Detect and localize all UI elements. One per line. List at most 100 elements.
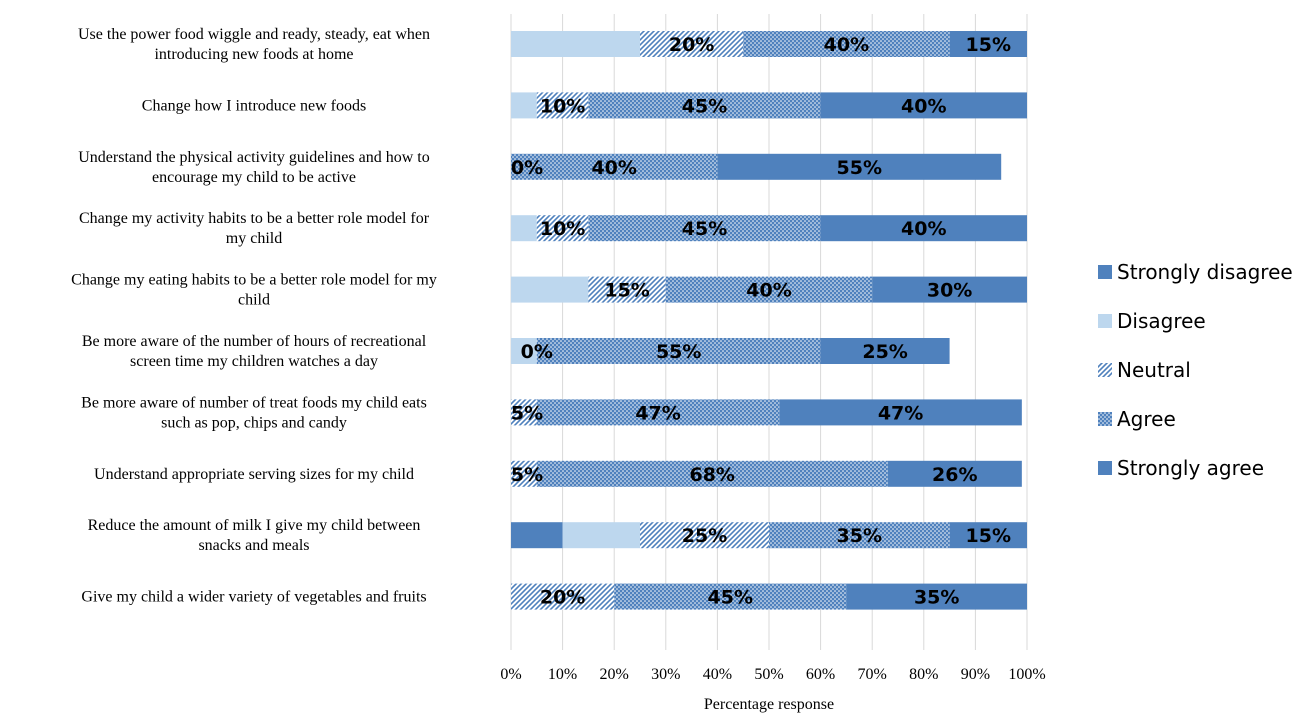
category-label: Reduce the amount of milk I give my chil… [88, 517, 421, 534]
data-label: 5% [511, 402, 543, 424]
data-label: 30% [927, 280, 972, 302]
data-label: 47% [878, 402, 923, 424]
x-tick-label: 100% [1008, 666, 1045, 683]
legend-label: Neutral [1117, 358, 1191, 382]
bar-segment [511, 31, 640, 57]
data-label: 40% [824, 34, 869, 56]
legend-swatch [1098, 314, 1112, 328]
bar-segment [536, 338, 821, 364]
bars [511, 31, 1027, 610]
legend-swatch [1098, 363, 1112, 377]
data-label: 10% [540, 218, 585, 240]
bar-segment [511, 215, 537, 242]
bar-segment [536, 399, 780, 426]
data-label: 35% [837, 525, 882, 547]
category-label: screen time my children watches a day [130, 353, 378, 370]
legend-label: Strongly agree [1117, 456, 1264, 480]
bar-segment [588, 215, 821, 242]
x-axis-ticks: 0% 10% 20% 30% 40% 50% 60% 70% 80% 90% 100% [500, 666, 1045, 683]
category-label: encourage my child to be active [152, 169, 356, 186]
legend-label: Agree [1117, 407, 1176, 431]
data-label: 45% [682, 218, 727, 240]
bar-segment [511, 92, 537, 119]
bar-segment [872, 276, 1027, 303]
x-tick-label: 80% [909, 666, 938, 683]
data-label: 25% [682, 525, 727, 547]
bar-segment [536, 215, 589, 242]
data-label: 45% [708, 587, 753, 609]
category-label: such as pop, chips and candy [161, 414, 347, 431]
bar-segment [820, 215, 1027, 242]
data-label: 40% [901, 218, 946, 240]
data-label: 25% [862, 341, 907, 363]
legend-swatch [1098, 461, 1112, 475]
data-label: 40% [746, 280, 791, 302]
bar-segment [717, 153, 1002, 180]
category-label: my child [226, 230, 282, 247]
bar-segment [536, 460, 888, 487]
bar-segment [887, 460, 1022, 487]
x-tick-label: 40% [703, 666, 732, 683]
data-label: 26% [932, 464, 977, 486]
bar-segment [511, 276, 589, 303]
x-tick-label: 70% [858, 666, 887, 683]
data-label: 15% [966, 525, 1011, 547]
bar-segment [769, 522, 950, 549]
legend-swatch [1098, 412, 1112, 426]
category-label: introducing new foods at home [154, 46, 353, 63]
data-label: 5% [511, 464, 543, 486]
bar-segment [588, 276, 666, 303]
bar-segment [820, 92, 1027, 119]
x-tick-label: 20% [600, 666, 629, 683]
bar-segment [511, 153, 718, 180]
data-label: 0% [521, 341, 553, 363]
bar-segment [511, 583, 615, 610]
bar-segment [588, 92, 821, 119]
bar-segment [536, 92, 589, 119]
data-label: 15% [604, 280, 649, 302]
data-labels: 20% 40% 15% 10% 45% 40% 0% 40% 55% 10% 45% 40% 15% 40… [511, 34, 1011, 609]
data-label: 40% [901, 95, 946, 117]
data-label: 40% [591, 157, 636, 179]
category-label: Use the power food wiggle and ready, ste… [78, 26, 430, 43]
data-label: 0% [511, 157, 543, 179]
data-label: 20% [669, 34, 714, 56]
bar-segment [665, 276, 873, 303]
data-label: 35% [914, 587, 959, 609]
x-axis-title: Percentage response [704, 696, 834, 713]
data-label: 20% [540, 587, 585, 609]
bar-segment [640, 31, 744, 57]
data-label: 10% [540, 95, 585, 117]
category-labels: Use the power food wiggle and ready, ste… [71, 26, 437, 606]
data-label: 47% [635, 402, 680, 424]
category-label: Understand the physical activity guideli… [78, 149, 429, 166]
bar-segment [562, 522, 640, 549]
data-label: 55% [656, 341, 701, 363]
category-label: Give my child a wider variety of vegetab… [81, 589, 426, 606]
x-tick-label: 60% [806, 666, 835, 683]
data-label: 15% [966, 34, 1011, 56]
category-label: Change how I introduce new foods [142, 97, 366, 114]
category-label: Change my activity habits to be a better… [79, 210, 430, 227]
legend-label: Strongly disagree [1117, 260, 1293, 284]
bar-segment [511, 338, 537, 364]
category-label: Be more aware of the number of hours of … [82, 333, 427, 350]
category-label: child [238, 292, 270, 309]
x-tick-label: 0% [500, 666, 521, 683]
bar-segment [511, 399, 537, 426]
legend-swatch [1098, 265, 1112, 279]
bar-segment [640, 522, 769, 549]
data-label: 55% [837, 157, 882, 179]
bar-segment [743, 31, 950, 57]
legend-label: Disagree [1117, 309, 1206, 333]
bar-segment [949, 31, 1027, 57]
x-tick-label: 10% [548, 666, 577, 683]
x-tick-label: 90% [961, 666, 990, 683]
x-tick-label: 30% [651, 666, 680, 683]
category-label: Be more aware of number of treat foods m… [81, 394, 427, 411]
category-label: snacks and meals [198, 537, 309, 554]
bar-segment [511, 460, 537, 487]
data-label: 45% [682, 95, 727, 117]
category-label: Understand appropriate serving sizes for… [94, 466, 414, 483]
bar-segment [846, 583, 1027, 610]
